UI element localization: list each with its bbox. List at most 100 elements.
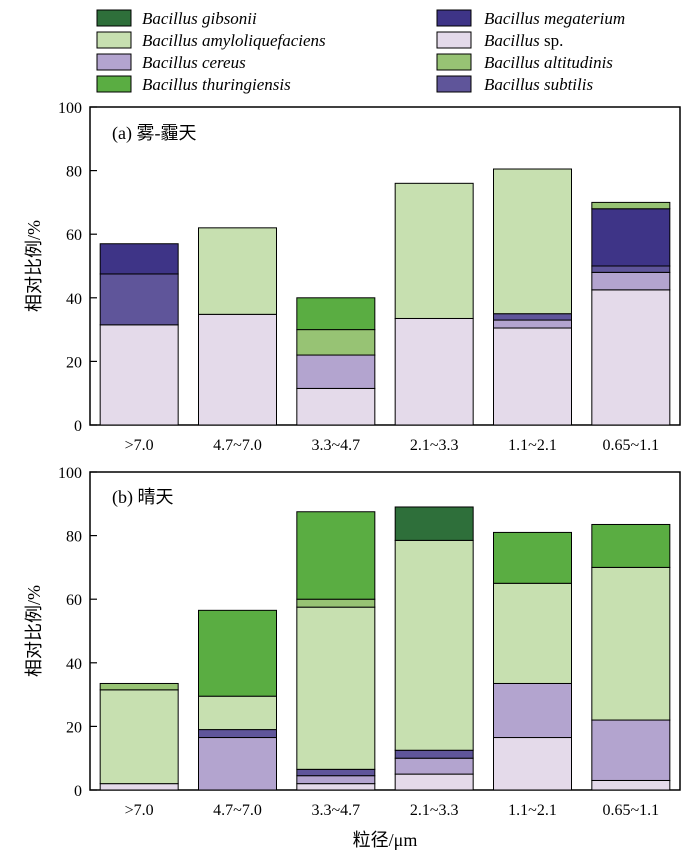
- y-tick-label: 60: [66, 592, 82, 609]
- bar-segment-subtilis: [493, 313, 572, 321]
- legend-swatch: [436, 31, 472, 49]
- y-tick-label: 80: [66, 529, 82, 546]
- y-tick-label: 40: [66, 291, 82, 308]
- bar-segment-amylo: [493, 582, 572, 684]
- legend-swatch: [96, 75, 132, 93]
- legend: Bacillus gibsonii Bacillus megaterium Baci…: [96, 9, 625, 94]
- bar-segment-thuringiensis: [296, 511, 376, 600]
- x-tick-label: 4.7~7.0: [213, 437, 262, 454]
- bar-segment-sp: [296, 387, 376, 426]
- legend-label: Bacillus gibsonii: [142, 9, 257, 28]
- legend-label: Bacillus megaterium: [484, 9, 625, 28]
- x-tick-label: >7.0: [125, 802, 154, 819]
- plot-frame: [89, 106, 681, 426]
- x-axis-title: 粒径/μm: [353, 830, 418, 850]
- bar-segment-gibsonii: [394, 506, 474, 541]
- legend-label: Bacillus sp.: [484, 31, 563, 50]
- bar-segment-subtilis: [591, 265, 671, 273]
- x-tick-label: 0.65~1.1: [603, 802, 660, 819]
- y-tick-label: 100: [58, 465, 82, 482]
- bar-segment-altitudinis: [296, 329, 376, 356]
- x-tick-labels: >7.0 4.7~7.0 3.3~4.7 2.1~3.3 1.1~2.1 0.65~1.1: [125, 437, 660, 454]
- bar-segment-cereus: [198, 737, 277, 791]
- bars: [99, 506, 671, 791]
- bar-segment-thuringiensis: [198, 609, 277, 697]
- y-tick-label: 0: [74, 418, 82, 435]
- bars: [99, 168, 671, 426]
- x-tick-label: 0.65~1.1: [603, 437, 660, 454]
- legend-label: Bacillus thuringiensis: [142, 75, 291, 94]
- panel-b-clear: 0 20 40 60 80 100 >7.0 4.7~7.0 3.3~4.7 2.1~3.3 1.…: [24, 465, 681, 819]
- bar-segment-sp: [493, 327, 572, 426]
- x-tick-label: 4.7~7.0: [213, 802, 262, 819]
- y-ticks: 0 20 40 60 80 100: [58, 465, 97, 800]
- x-tick-label: 1.1~2.1: [508, 802, 557, 819]
- bar-segment-sp: [99, 783, 179, 791]
- bar-segment-amylo: [198, 695, 277, 731]
- bar-segment-amylo: [591, 566, 671, 721]
- legend-label: Bacillus subtilis: [484, 75, 593, 94]
- bar-segment-sp: [591, 289, 671, 426]
- legend-swatch: [436, 53, 472, 71]
- bar-segment-megaterium: [99, 243, 179, 275]
- bar-segment-altitudinis: [99, 682, 179, 691]
- bar-segment-sp: [394, 317, 474, 426]
- y-tick-label: 0: [74, 783, 82, 800]
- bar-segment-subtilis: [296, 768, 376, 777]
- legend-label: Bacillus cereus: [142, 53, 246, 72]
- bar-segment-megaterium: [591, 208, 671, 267]
- bar-segment-sp: [394, 773, 474, 791]
- bar-segment-amylo: [394, 182, 474, 319]
- legend-label: Bacillus amyloliquefaciens: [142, 31, 326, 50]
- y-axis-title: 相对比例/%: [24, 220, 44, 312]
- bar-segment-amylo: [99, 689, 179, 785]
- bar-segment-cereus: [394, 757, 474, 775]
- legend-swatch: [436, 75, 472, 93]
- bar-segment-subtilis: [394, 749, 474, 759]
- bar-segment-cereus: [591, 271, 671, 291]
- bar-segment-cereus: [493, 319, 572, 329]
- bar-segment-amylo: [493, 168, 572, 315]
- bar-segment-cereus: [591, 719, 671, 781]
- bar-segment-sp: [591, 779, 671, 791]
- legend-label: Bacillus altitudinis: [484, 53, 613, 72]
- y-tick-label: 20: [66, 354, 82, 371]
- x-tick-label: 3.3~4.7: [312, 802, 361, 819]
- bar-segment-sp: [296, 783, 376, 791]
- bar-segment-amylo: [394, 539, 474, 751]
- x-tick-labels: >7.0 4.7~7.0 3.3~4.7 2.1~3.3 1.1~2.1 0.65~1.1: [125, 802, 660, 819]
- bar-segment-sp: [493, 737, 572, 791]
- bar-segment-sp: [99, 324, 179, 426]
- y-ticks: 0 20 40 60 80 100: [58, 100, 97, 435]
- y-tick-label: 60: [66, 227, 82, 244]
- bar-segment-thuringiensis: [493, 531, 572, 584]
- bar-segment-altitudinis: [591, 201, 671, 210]
- legend-swatch: [436, 9, 472, 27]
- x-tick-label: 3.3~4.7: [312, 437, 361, 454]
- bar-segment-subtilis: [198, 729, 277, 739]
- panel-label: (b) 晴天: [112, 487, 174, 508]
- x-tick-label: >7.0: [125, 437, 154, 454]
- bar-segment-cereus: [296, 354, 376, 389]
- bar-segment-subtilis: [99, 273, 179, 326]
- legend-swatch: [96, 9, 132, 27]
- bar-segment-amylo: [296, 606, 376, 770]
- bar-segment-cereus: [493, 682, 572, 739]
- bar-segment-thuringiensis: [591, 523, 671, 568]
- y-tick-label: 80: [66, 164, 82, 181]
- bar-segment-altitudinis: [296, 598, 376, 608]
- bar-segment-thuringiensis: [296, 297, 376, 331]
- bar-segment-cereus: [296, 775, 376, 785]
- y-tick-label: 40: [66, 656, 82, 673]
- legend-swatch: [96, 53, 132, 71]
- x-tick-label: 2.1~3.3: [410, 437, 459, 454]
- plot-frame: [89, 471, 681, 791]
- legend-swatch: [96, 31, 132, 49]
- y-tick-label: 20: [66, 719, 82, 736]
- bar-segment-sp: [198, 313, 277, 426]
- bar-segment-amylo: [198, 227, 277, 315]
- x-tick-label: 2.1~3.3: [410, 802, 459, 819]
- y-axis-title: 相对比例/%: [24, 585, 44, 677]
- panel-a-haze: 0 20 40 60 80 100 >7.0 4.7~7.0 3.3~4.7 2.1~3.3 1.…: [24, 100, 681, 454]
